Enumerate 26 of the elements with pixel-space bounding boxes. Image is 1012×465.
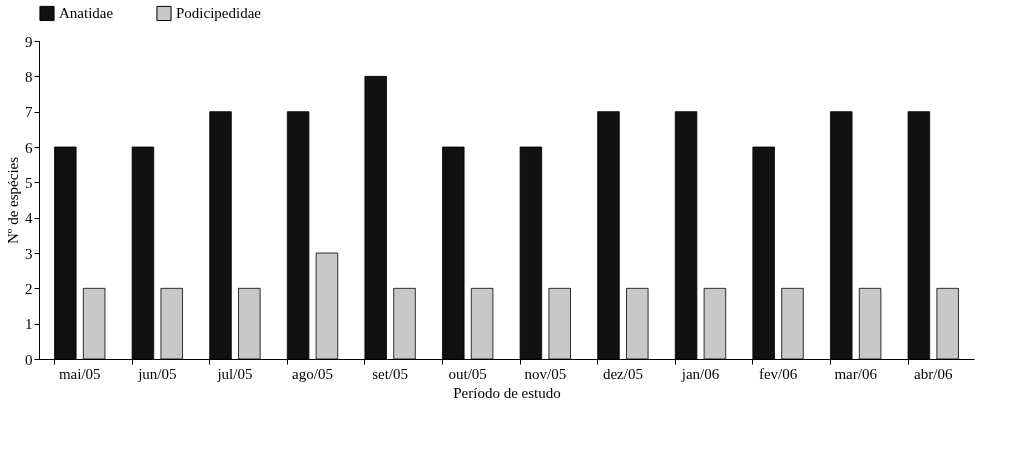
y-tick-label: 9 xyxy=(25,33,33,50)
x-axis-title: Período de estudo xyxy=(453,384,561,401)
y-tick-label: 3 xyxy=(25,245,33,262)
x-tick-label: jan/06 xyxy=(680,365,720,382)
y-tick-label: 5 xyxy=(25,174,33,191)
y-tick-label: 1 xyxy=(25,316,33,333)
x-tick-label: ago/05 xyxy=(292,365,333,382)
x-tick-label: dez/05 xyxy=(602,365,643,382)
legend-label: Podicipedidae xyxy=(176,5,262,22)
y-tick-label: 2 xyxy=(25,280,33,297)
x-tick-label: fev/06 xyxy=(758,365,798,382)
y-axis-title: Nº de espécies xyxy=(5,156,21,245)
x-tick-label: out/05 xyxy=(448,365,487,382)
x-tick-label: mai/05 xyxy=(58,365,101,382)
y-tick-label: 0 xyxy=(25,351,33,368)
x-tick-label: jun/05 xyxy=(137,365,177,382)
x-tick-label: jul/05 xyxy=(216,365,253,382)
y-tick-label: 6 xyxy=(25,139,33,156)
y-tick-label: 4 xyxy=(25,210,33,227)
y-tick-label: 7 xyxy=(25,104,33,121)
x-tick-label: set/05 xyxy=(372,365,409,382)
x-tick-label: abr/06 xyxy=(914,365,953,382)
x-tick-label: nov/05 xyxy=(524,365,567,382)
legend-label: Anatidae xyxy=(59,5,114,22)
x-tick-label: mar/06 xyxy=(834,365,878,382)
y-tick-label: 8 xyxy=(25,68,33,85)
